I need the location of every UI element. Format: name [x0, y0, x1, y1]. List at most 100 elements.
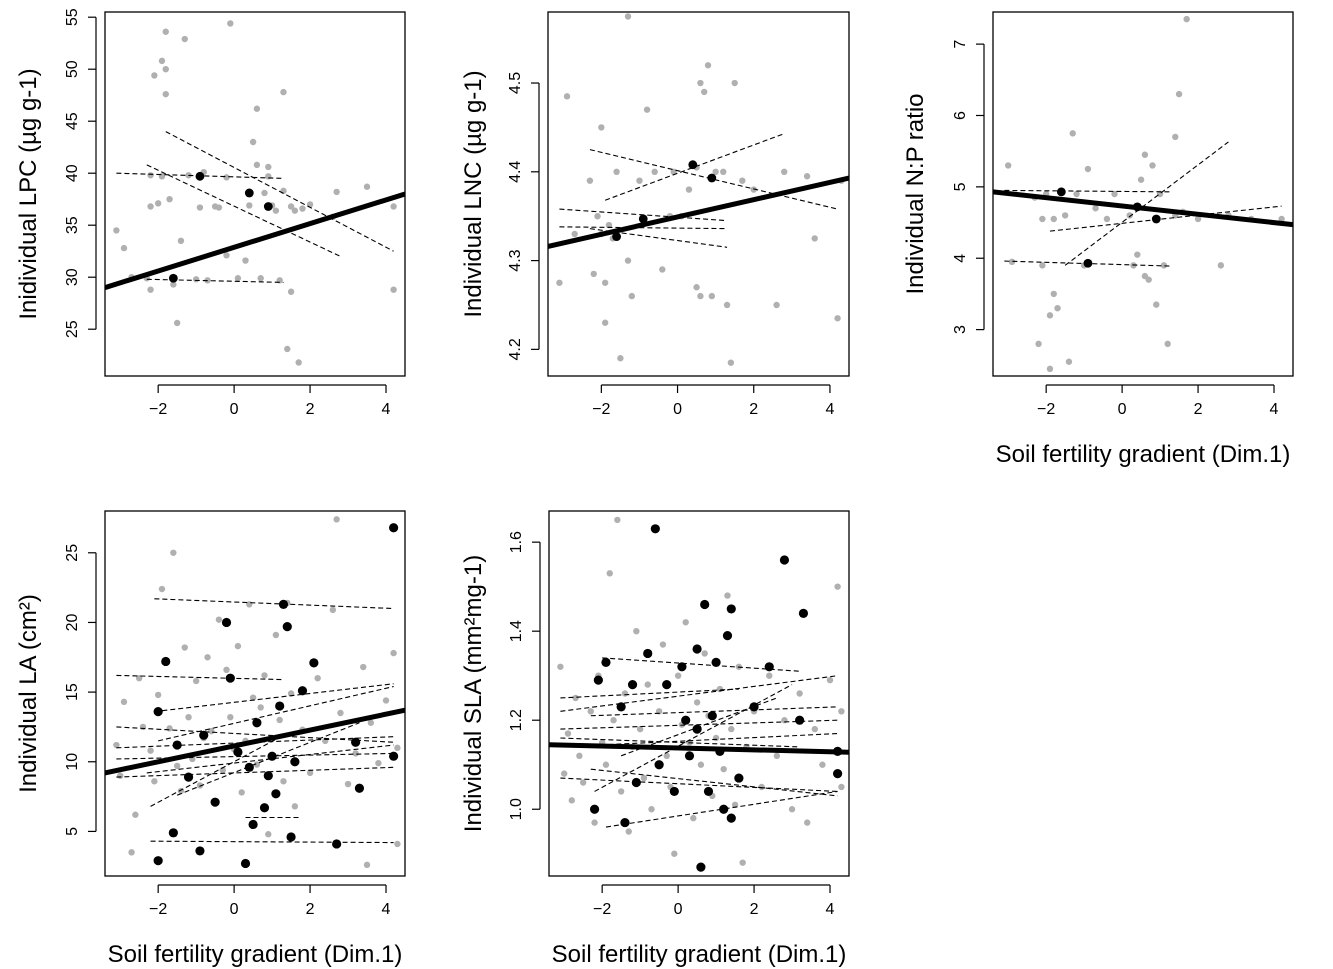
raw-point	[804, 819, 811, 826]
x-tick-label: −2	[149, 901, 167, 918]
species-mean-point	[627, 679, 638, 690]
raw-point	[594, 212, 601, 220]
raw-point	[1141, 151, 1149, 158]
x-tick-label: −2	[593, 901, 611, 918]
raw-point	[390, 286, 397, 293]
y-tick-label: 30	[64, 268, 81, 286]
species-mean-point	[722, 631, 733, 641]
raw-point	[227, 20, 234, 27]
species-mean-point	[764, 662, 774, 672]
species-trend-line	[1004, 189, 1172, 193]
raw-point	[265, 173, 272, 180]
raw-point	[1035, 340, 1042, 348]
raw-point	[1183, 15, 1190, 23]
raw-point	[1134, 251, 1141, 258]
raw-point	[614, 516, 621, 524]
raw-point	[773, 752, 781, 760]
y-tick-label: 3	[952, 325, 969, 334]
raw-point	[564, 730, 572, 737]
raw-point	[671, 850, 678, 857]
raw-point	[223, 666, 230, 674]
raw-point	[1126, 212, 1133, 219]
raw-point	[314, 674, 321, 682]
species-mean-point	[749, 702, 759, 712]
overall-trend-line	[993, 189, 1293, 228]
raw-point	[712, 734, 720, 742]
raw-point	[291, 803, 299, 810]
y-tick-label: 5	[64, 827, 81, 836]
species-mean-point	[225, 673, 235, 683]
species-mean-point	[654, 760, 664, 770]
species-mean-point	[252, 718, 262, 728]
raw-point	[811, 725, 819, 733]
raw-point	[375, 759, 382, 767]
y-tick-label: 10	[64, 753, 81, 771]
raw-point	[1194, 215, 1202, 223]
species-mean-point	[795, 715, 805, 725]
species-mean-point	[707, 173, 717, 183]
raw-point	[177, 237, 185, 244]
raw-point	[628, 292, 636, 300]
raw-point	[249, 138, 257, 146]
species-mean-point	[221, 617, 232, 628]
species-trend-line	[560, 688, 739, 699]
raw-point	[697, 79, 704, 87]
raw-point	[731, 801, 739, 808]
raw-point	[1084, 165, 1092, 173]
y-axis-label: Inidividual LPC (µg g-1)	[15, 68, 42, 319]
plot-area	[549, 516, 849, 872]
raw-point	[139, 723, 147, 731]
raw-point	[363, 183, 371, 190]
species-trend-line	[116, 726, 394, 743]
raw-point	[682, 619, 689, 626]
plot-area	[105, 20, 405, 366]
y-tick-label: 20	[64, 613, 81, 631]
raw-point	[1065, 358, 1073, 365]
raw-point	[173, 319, 181, 327]
species-mean-point	[703, 786, 714, 797]
raw-point	[390, 203, 397, 210]
species-mean-point	[282, 622, 292, 632]
species-mean-point	[669, 786, 679, 797]
raw-point	[135, 674, 143, 682]
x-tick-label: 4	[826, 901, 835, 918]
raw-point	[223, 174, 230, 181]
y-tick-label: 45	[64, 112, 81, 130]
raw-point	[560, 770, 568, 777]
raw-point	[227, 713, 234, 721]
species-trend-line	[146, 278, 284, 283]
raw-point	[563, 93, 571, 100]
y-axis-label: Individual SLA (mm²mg-1)	[460, 555, 487, 832]
species-mean-point	[153, 856, 163, 866]
species-mean-point	[715, 746, 725, 756]
raw-point	[648, 806, 655, 813]
raw-point	[246, 202, 253, 209]
raw-point	[1160, 262, 1168, 269]
species-mean-point	[1056, 187, 1066, 197]
raw-point	[636, 177, 643, 184]
raw-point	[693, 699, 701, 706]
y-tick-label: 4	[952, 254, 969, 263]
raw-point	[162, 66, 169, 73]
raw-point	[158, 57, 166, 65]
species-mean-point	[332, 839, 342, 849]
species-mean-point	[259, 803, 270, 813]
raw-point	[242, 257, 249, 264]
raw-point	[1073, 190, 1080, 198]
raw-point	[739, 177, 746, 184]
y-tick-label: 4.4	[507, 161, 524, 183]
raw-point	[1217, 262, 1225, 269]
raw-point	[1278, 215, 1285, 223]
raw-point	[287, 288, 295, 295]
raw-point	[834, 583, 841, 590]
raw-point	[728, 725, 735, 733]
raw-point	[723, 301, 731, 309]
raw-point	[132, 811, 139, 818]
raw-point	[1175, 90, 1183, 98]
species-trend-line	[590, 706, 838, 717]
species-trend-line	[116, 752, 394, 760]
raw-point	[591, 819, 598, 826]
species-mean-point	[1083, 258, 1093, 268]
species-trend-line	[150, 734, 284, 807]
